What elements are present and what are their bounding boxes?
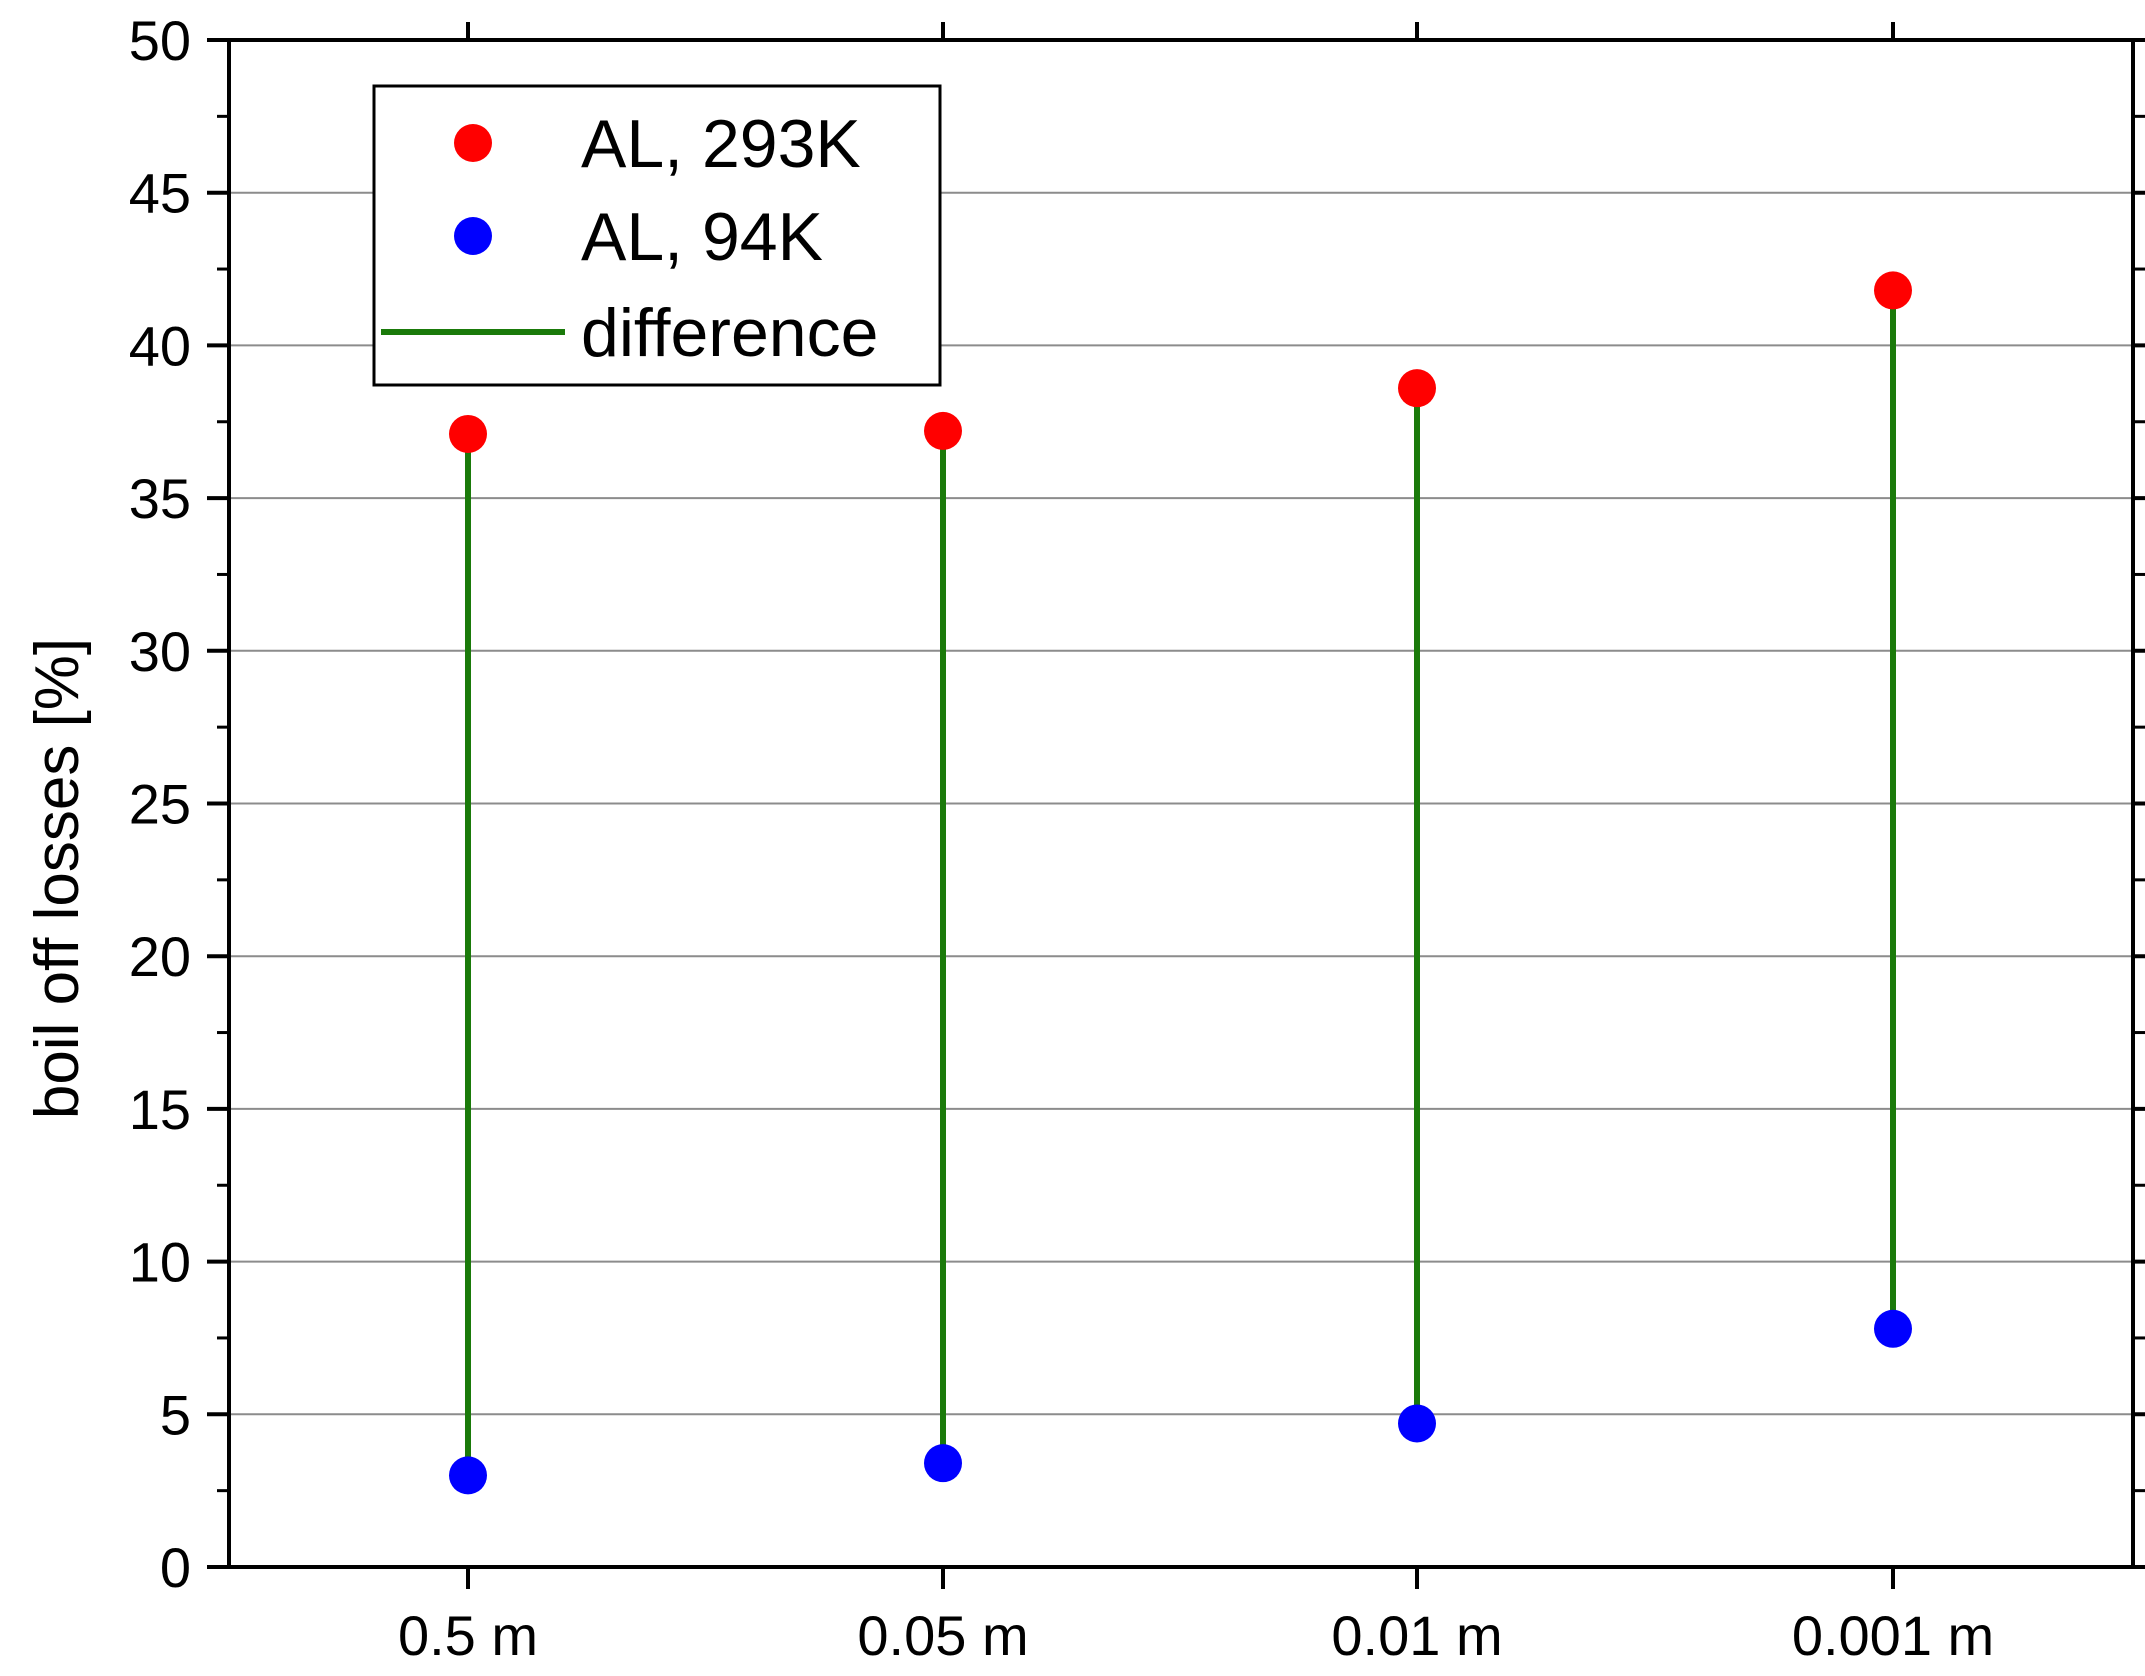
y-tick-label: 40 [129, 314, 191, 377]
legend-marker-al-94k [454, 217, 492, 255]
point-al-293k-0-5-m [449, 414, 487, 453]
x-tick-label-0-01-m: 0.01 m [1331, 1604, 1502, 1667]
point-al-94k-0-01-m [1398, 1404, 1436, 1443]
axis-ticks [207, 22, 2145, 1589]
point-al-293k-0-05-m [924, 411, 962, 450]
y-tick-label: 5 [160, 1383, 191, 1446]
y-tick-labels: 0 5 10 15 20 25 30 35 40 45 50 [129, 9, 191, 1599]
y-tick-label: 0 [160, 1536, 191, 1599]
y-tick-label: 30 [129, 620, 191, 683]
point-al-94k-0-001-m [1874, 1309, 1912, 1348]
legend-label-difference: difference [581, 295, 878, 371]
y-tick-label: 10 [129, 1231, 191, 1294]
legend-marker-al-293k [454, 124, 492, 162]
point-al-94k-0-05-m [924, 1444, 962, 1483]
x-tick-label-0-05-m: 0.05 m [857, 1604, 1028, 1667]
y-tick-label: 50 [129, 9, 191, 72]
data-points [449, 271, 1912, 1495]
y-axis-title: boil off losses [%] [23, 638, 92, 1119]
x-tick-label-0-001-m: 0.001 m [1792, 1604, 1994, 1667]
y-tick-label: 20 [129, 925, 191, 988]
y-tick-label: 25 [129, 773, 191, 836]
y-tick-label: 45 [129, 162, 191, 225]
legend-label-al-94k: AL, 94K [581, 199, 823, 275]
legend: AL, 293K AL, 94K difference [372, 84, 942, 387]
point-al-293k-0-01-m [1398, 369, 1436, 408]
y-tick-label: 35 [129, 467, 191, 530]
point-al-293k-0-001-m [1874, 271, 1912, 310]
grid-lines [229, 191, 2133, 1416]
x-tick-label-0-5-m: 0.5 m [398, 1604, 538, 1667]
y-tick-label: 15 [129, 1078, 191, 1141]
legend-label-al-293k: AL, 293K [581, 106, 861, 182]
point-al-94k-0-5-m [449, 1456, 487, 1495]
x-tick-labels: 0.5 m 0.05 m 0.01 m 0.001 m [398, 1604, 1994, 1667]
difference-segments [465, 290, 1896, 1476]
